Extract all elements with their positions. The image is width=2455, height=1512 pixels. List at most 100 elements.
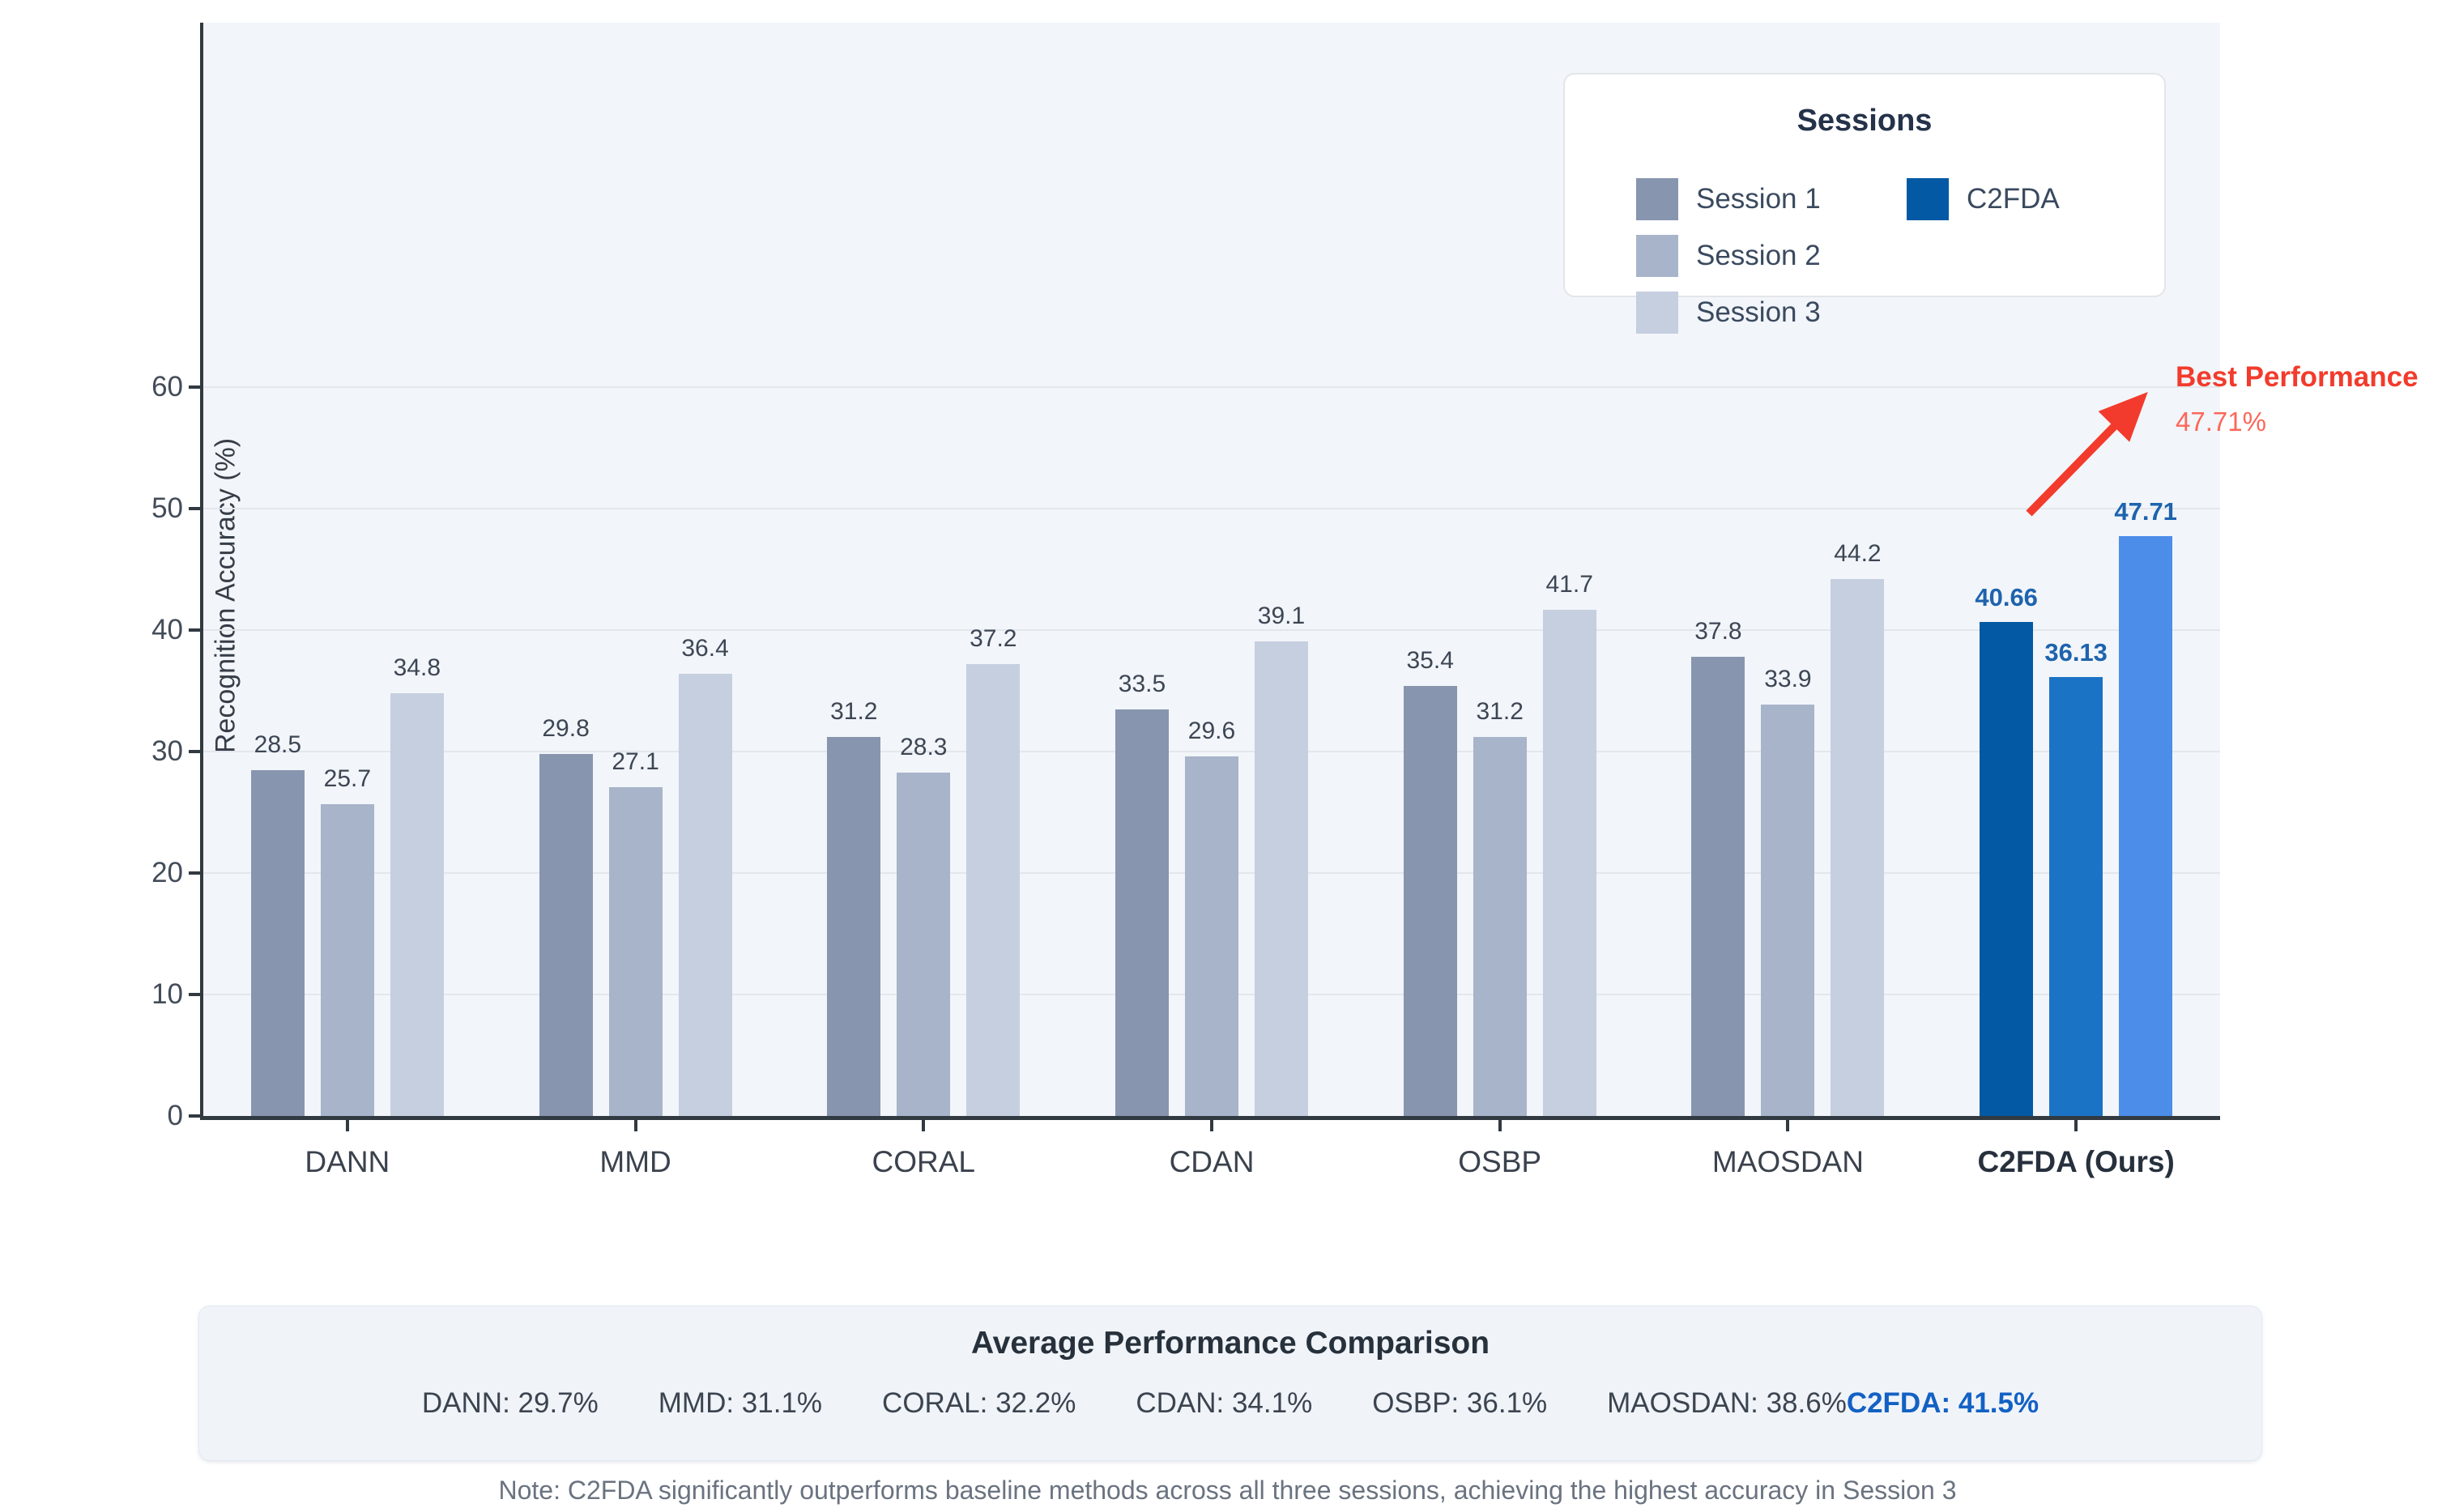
x-tick-label-dann: DANN [305, 1145, 390, 1178]
bar-value-label: 35.4 [1406, 647, 1454, 674]
avg-item-3: CDAN: 34.1% [1136, 1387, 1313, 1419]
y-tick-label-30: 30 [151, 735, 183, 767]
bar-c2fda-ours-session-2 [2049, 677, 2103, 1116]
x-tick-label-c2fda-ours: C2FDA (Ours) [1977, 1145, 2175, 1178]
bar-osbp-session-2 [1473, 737, 1527, 1116]
gridline-60 [203, 386, 2220, 388]
average-performance-row: DANN: 29.7% MMD: 31.1% CORAL: 32.2% CDAN: 3… [199, 1387, 2261, 1420]
avg-item-4: OSBP: 36.1% [1372, 1387, 1548, 1419]
bar-mmd-session-1 [539, 754, 593, 1116]
bar-cdan-session-3 [1255, 641, 1308, 1116]
bar-value-label: 39.1 [1257, 602, 1306, 629]
x-tick-mark-dann [345, 1120, 349, 1131]
gridline-40 [203, 629, 2220, 631]
y-tick-label-60: 60 [151, 371, 183, 402]
bar-value-label: 25.7 [323, 765, 372, 792]
y-tick-mark-20 [189, 871, 200, 875]
bar-mmd-session-3 [678, 674, 732, 1116]
average-performance-panel: Average Performance Comparison DANN: 29.… [198, 1305, 2262, 1461]
legend-swatch-c2fda [1907, 178, 1949, 220]
bar-mmd-session-2 [608, 786, 663, 1116]
bar-maosdan-session-3 [1831, 579, 1885, 1116]
bar-value-label: 36.13 [2044, 638, 2108, 667]
best-performance-annotation: Best Performance 47.71% [2176, 361, 2451, 437]
bar-value-label: 41.7 [1545, 570, 1593, 598]
y-tick-label-10: 10 [151, 978, 183, 1010]
x-tick-label-cdan: CDAN [1169, 1145, 1255, 1178]
y-tick-mark-40 [189, 628, 200, 632]
x-tick-label-mmd: MMD [599, 1145, 671, 1178]
y-tick-mark-10 [189, 993, 200, 996]
avg-item-0: DANN: 29.7% [421, 1387, 599, 1419]
x-tick-mark-maosdan [1786, 1120, 1790, 1131]
bar-value-label: 36.4 [681, 635, 729, 662]
x-tick-mark-c2fda-ours [2074, 1120, 2078, 1131]
y-tick-mark-50 [189, 507, 200, 510]
annotation-title: Best Performance [2176, 361, 2419, 393]
bar-value-label: 44.2 [1834, 540, 1882, 567]
legend-swatch-session-2 [1636, 235, 1678, 277]
x-tick-mark-coral [922, 1120, 926, 1131]
x-tick-mark-osbp [1498, 1120, 1502, 1131]
bar-dann-session-2 [320, 803, 374, 1116]
x-tick-label-coral: CORAL [872, 1145, 976, 1178]
y-tick-mark-60 [189, 385, 200, 389]
avg-item-1: MMD: 31.1% [658, 1387, 823, 1419]
y-tick-mark-0 [189, 1114, 200, 1118]
average-performance-title: Average Performance Comparison [970, 1326, 1490, 1361]
avg-item-2: CORAL: 32.2% [882, 1387, 1076, 1419]
bar-coral-session-1 [827, 737, 881, 1116]
bar-value-label: 28.3 [900, 733, 948, 760]
bar-cdan-session-2 [1185, 756, 1238, 1116]
bar-value-label: 27.1 [612, 747, 659, 775]
legend-label-session-1: Session 1 [1696, 183, 1821, 215]
bar-maosdan-session-2 [1761, 704, 1815, 1116]
legend-swatch-session-1 [1636, 178, 1678, 220]
legend-label-session-2: Session 2 [1696, 240, 1821, 271]
x-tick-mark-mmd [633, 1120, 637, 1131]
bar-maosdan-session-1 [1691, 657, 1745, 1116]
y-tick-label-40: 40 [151, 614, 183, 645]
bar-coral-session-2 [897, 772, 951, 1116]
bar-coral-session-3 [966, 664, 1021, 1116]
x-tick-label-osbp: OSBP [1458, 1145, 1542, 1178]
bar-osbp-session-1 [1403, 686, 1457, 1116]
y-tick-label-20: 20 [151, 857, 183, 888]
legend-title: Sessions [1796, 104, 1933, 138]
bar-value-label: 47.71 [2114, 497, 2177, 526]
bar-value-label: 29.6 [1187, 718, 1236, 744]
bar-cdan-session-1 [1115, 709, 1169, 1116]
bar-value-label: 29.8 [542, 715, 590, 742]
bar-dann-session-3 [390, 693, 444, 1116]
bar-value-label: 28.5 [254, 730, 302, 758]
avg-item-5: MAOSDAN: 38.6% [1607, 1387, 1847, 1419]
bar-value-label: 31.2 [830, 698, 878, 725]
bar-c2fda-ours-session-1 [1980, 622, 2034, 1116]
y-tick-label-0: 0 [167, 1100, 183, 1131]
x-tick-mark-cdan [1210, 1120, 1213, 1131]
annotation-value: 47.71% [2176, 407, 2266, 437]
bar-value-label: 34.8 [393, 654, 441, 681]
legend-label-c2fda: C2FDA [1967, 183, 2060, 215]
bar-osbp-session-3 [1542, 609, 1596, 1116]
bar-c2fda-ours-session-3 [2119, 536, 2173, 1116]
y-tick-label-50: 50 [151, 492, 183, 524]
gridline-50 [203, 508, 2220, 509]
bar-value-label: 31.2 [1476, 698, 1524, 725]
x-tick-label-maosdan: MAOSDAN [1711, 1145, 1864, 1178]
legend-swatch-session-3 [1636, 292, 1678, 334]
gridline-30 [203, 751, 2220, 752]
note-text: Note: C2FDA significantly outperforms ba… [498, 1476, 1957, 1505]
bar-value-label: 37.8 [1694, 618, 1742, 645]
legend-label-session-3: Session 3 [1696, 296, 1821, 328]
bar-dann-session-1 [250, 769, 305, 1116]
bar-value-label: 40.66 [1975, 583, 2038, 612]
y-tick-mark-30 [189, 750, 200, 753]
bar-value-label: 37.2 [970, 625, 1017, 652]
avg-pair: MAOSDAN: 38.6% C2FDA: 41.5% [1607, 1387, 2039, 1420]
bar-value-label: 33.5 [1118, 670, 1166, 697]
bar-value-label: 33.9 [1764, 665, 1812, 692]
legend: Sessions Session 1 Session 2 Session 3 C2FD… [1563, 73, 2166, 334]
avg-item-highlight: C2FDA: 41.5% [1846, 1387, 2039, 1419]
